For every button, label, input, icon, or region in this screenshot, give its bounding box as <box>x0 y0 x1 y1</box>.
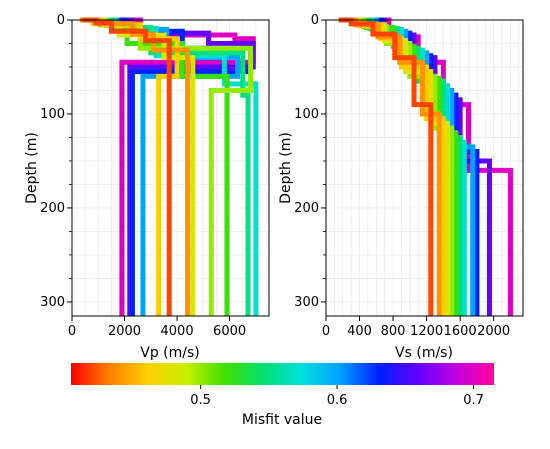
colorbar-gradient <box>71 363 494 385</box>
x-tick-label: 6000 <box>213 324 246 339</box>
y-tick-label: 100 <box>40 107 65 122</box>
colorbar: 0.5 0.6 0.7 Misfit value <box>71 363 494 428</box>
vs-panel: 0 400 800 1200 1600 2000 0 100 200 300 Vs (m/s) D… <box>278 13 524 361</box>
y-tick-label: 0 <box>311 13 319 28</box>
velocity-profile <box>342 17 442 316</box>
x-tick-label: 400 <box>347 324 372 339</box>
x-tick-label: 2000 <box>477 324 510 339</box>
vs-xlabel: Vs (m/s) <box>395 345 453 361</box>
y-tick-label: 100 <box>294 107 319 122</box>
y-tick-label: 200 <box>40 201 65 216</box>
y-tick-label: 300 <box>294 295 319 310</box>
vp-xlabel: Vp (m/s) <box>140 345 200 361</box>
x-tick-label: 1200 <box>410 324 443 339</box>
vs-profiles <box>338 17 513 316</box>
vs-ticks: 0 400 800 1200 1600 2000 0 100 200 300 <box>294 13 510 339</box>
vp-ticks: 0 2000 4000 6000 0 100 200 300 <box>40 13 246 339</box>
colorbar-tick-label: 0.5 <box>190 393 211 408</box>
colorbar-tick-label: 0.7 <box>463 393 484 408</box>
colorbar-tick-label: 0.6 <box>327 393 348 408</box>
velocity-profile <box>338 17 434 316</box>
x-tick-label: 0 <box>68 324 76 339</box>
vp-profiles <box>79 17 259 316</box>
vp-axes-frame <box>71 19 270 317</box>
colorbar-label: Misfit value <box>242 412 322 428</box>
x-tick-label: 800 <box>381 324 406 339</box>
y-tick-label: 300 <box>40 295 65 310</box>
y-tick-label: 0 <box>57 13 65 28</box>
vp-panel: 0 2000 4000 6000 0 100 200 300 Vp (m/s) Depth (… <box>24 13 270 361</box>
x-tick-label: 4000 <box>161 324 194 339</box>
y-tick-label: 200 <box>294 201 319 216</box>
colorbar-ticks: 0.5 0.6 0.7 <box>190 385 484 408</box>
vs-ylabel: Depth (m) <box>278 132 294 204</box>
x-tick-label: 2000 <box>108 324 141 339</box>
x-tick-label: 1600 <box>444 324 477 339</box>
vs-axes-frame <box>325 19 524 317</box>
velocity-profile <box>82 17 172 316</box>
vp-ylabel: Depth (m) <box>24 132 40 204</box>
x-tick-label: 0 <box>322 324 330 339</box>
